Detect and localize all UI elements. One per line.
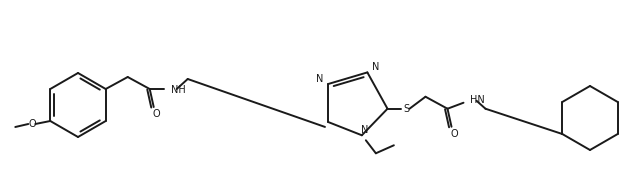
Text: O: O (451, 129, 459, 139)
Text: O: O (28, 119, 36, 129)
Text: N: N (372, 62, 379, 72)
Text: HN: HN (470, 95, 485, 105)
Text: NH: NH (170, 85, 186, 95)
Text: O: O (153, 109, 160, 119)
Text: N: N (361, 125, 369, 135)
Text: N: N (316, 74, 324, 84)
Text: S: S (403, 104, 409, 114)
